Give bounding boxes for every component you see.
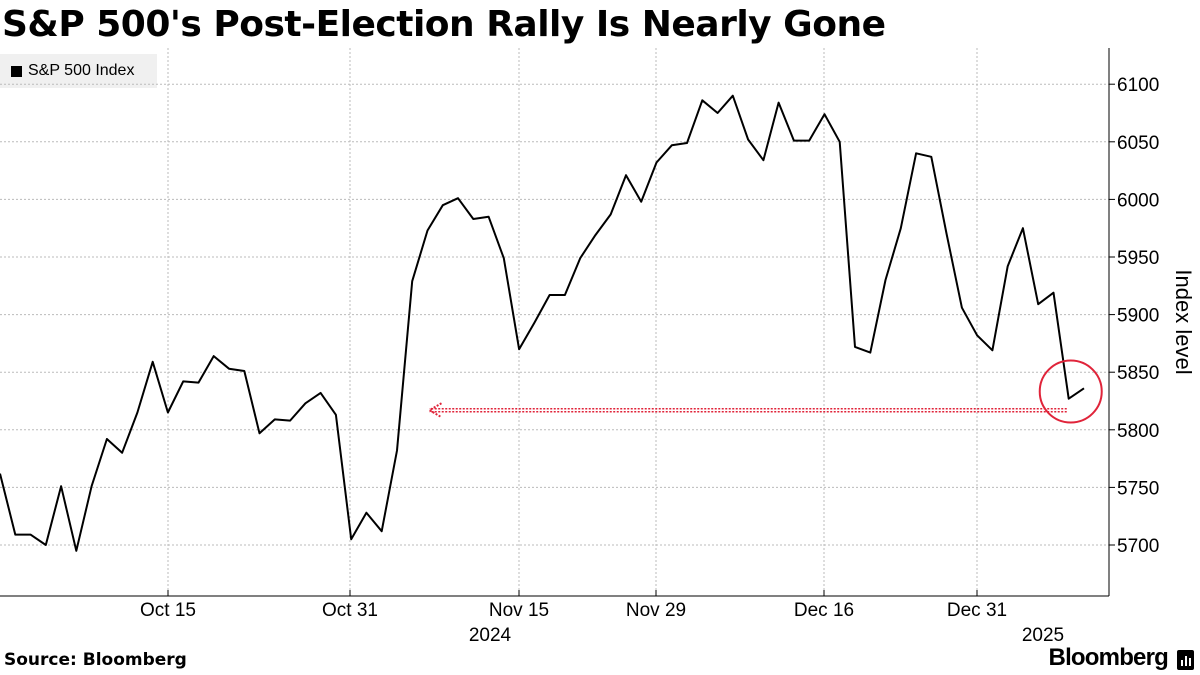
y-tick-label: 5950 — [1117, 248, 1159, 269]
annotations — [427, 359, 1103, 424]
y-tick-label: 5900 — [1117, 306, 1159, 327]
annotation-arrowhead — [427, 402, 442, 419]
legend-label: S&P 500 Index — [28, 62, 135, 79]
x-tick-label: Oct 31 — [322, 600, 378, 621]
y-tick-label: 5750 — [1117, 478, 1159, 499]
y-tick-label: 6100 — [1117, 75, 1159, 96]
x-tick-label: Oct 15 — [140, 600, 196, 621]
gridlines — [0, 48, 1109, 596]
y-axis-label: Index level — [1171, 269, 1196, 374]
bloomberg-bars-icon — [1177, 650, 1194, 670]
x-tick-label: Dec 16 — [794, 600, 854, 621]
y-tick-label: 6050 — [1117, 133, 1159, 154]
y-tick-label: 5700 — [1117, 536, 1159, 557]
x-year-label: 2024 — [469, 625, 512, 646]
axes — [0, 48, 1110, 597]
y-tick-labels: 5700 5750 5800 5850 5900 5950 6000 6050 6100 — [1109, 75, 1159, 557]
legend: S&P 500 Index — [0, 54, 157, 88]
series-line-sp500 — [0, 94, 1085, 552]
x-tick-labels: Oct 15 Oct 31 Nov 15 Nov 29 Dec 16 Dec 31 2024… — [140, 590, 1064, 646]
brand-logo: Bloomberg — [1048, 644, 1169, 671]
y-tick-label: 5850 — [1117, 363, 1159, 384]
source-note: Source: Bloomberg — [4, 650, 187, 670]
x-tick-label: Dec 31 — [947, 600, 1007, 621]
chart-title: S&P 500's Post-Election Rally Is Nearly … — [2, 4, 886, 45]
x-year-label: 2025 — [1022, 625, 1064, 646]
legend-swatch — [11, 65, 22, 77]
x-tick-label: Nov 15 — [489, 600, 549, 621]
y-tick-label: 6000 — [1117, 190, 1159, 211]
y-tick-label: 5800 — [1117, 421, 1159, 442]
x-tick-label: Nov 29 — [626, 600, 686, 621]
annotation-circle — [1038, 359, 1103, 424]
